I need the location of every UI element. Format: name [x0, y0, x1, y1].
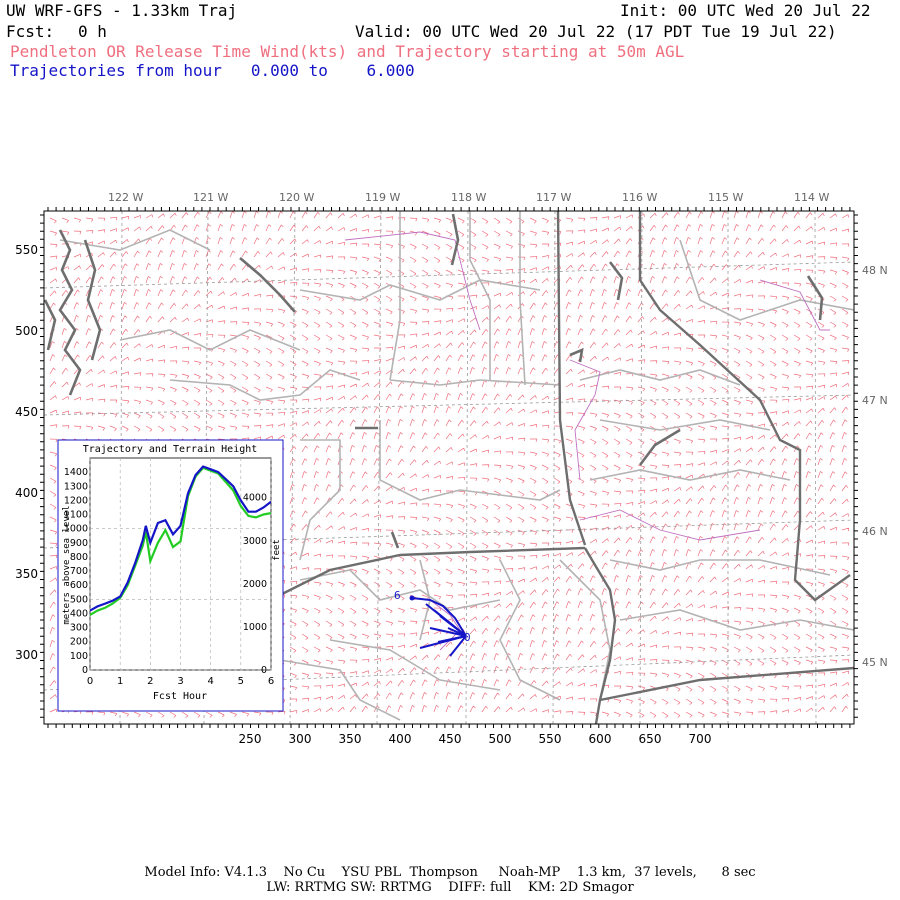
- map-title: UW WRF-GFS - 1.33km Traj: [6, 1, 238, 20]
- svg-text:400: 400: [15, 486, 38, 500]
- lon-label: 116 W: [622, 191, 657, 204]
- map-frame: [43, 210, 855, 725]
- traj-to: 6.000: [366, 61, 415, 80]
- inset-x-tick: 3: [177, 676, 183, 687]
- inset-y-tick: 800: [70, 552, 88, 563]
- inset-chart: Trajectory and Terrain Height 0100200300…: [57, 439, 284, 712]
- inset-series-line: [90, 465, 271, 612]
- inset-y2-tick: 4000: [243, 493, 267, 504]
- inset-y-tick: 1000: [64, 524, 88, 535]
- trajectory-end-label: 6: [394, 589, 401, 602]
- inset-y2-tick: 0: [261, 665, 267, 676]
- svg-text:500: 500: [489, 732, 512, 746]
- lat-label: 47 N: [862, 394, 888, 407]
- svg-text:250: 250: [239, 732, 262, 746]
- inset-y2-tick: 3000: [243, 536, 267, 547]
- lon-label: 119 W: [365, 191, 400, 204]
- lon-label: 114 W: [794, 191, 829, 204]
- inset-x-tick: 4: [208, 676, 214, 687]
- svg-text:300: 300: [15, 648, 38, 662]
- trajectory-range-label: Trajectories from hour 0.000 to 6.000: [10, 62, 415, 80]
- traj-from: 0.000: [250, 61, 299, 80]
- state-boundaries: [279, 211, 854, 724]
- inset-y-tick: 900: [70, 538, 88, 549]
- inset-y-tick: 600: [70, 580, 88, 591]
- inset-xlabel: Fcst Hour: [153, 691, 207, 702]
- inset-x-tick: 0: [87, 676, 93, 687]
- inset-x-tick: 5: [238, 676, 244, 687]
- init-time: Init: 00 UTC Wed 20 Jul 22: [620, 1, 871, 20]
- svg-text:450: 450: [15, 405, 38, 419]
- svg-text:350: 350: [339, 732, 362, 746]
- trajectory-start-label: 0: [464, 631, 471, 644]
- inset-y-tick: 500: [70, 594, 88, 605]
- inset-y-tick: 1100: [64, 510, 88, 521]
- inset-y2-ticks: 0 1000 2000 3000 4000: [243, 493, 267, 676]
- coastline-water: [44, 213, 824, 549]
- lon-label: 120 W: [279, 191, 314, 204]
- lon-label: 115 W: [708, 191, 743, 204]
- inset-ylabel: meters above sea level: [62, 505, 72, 624]
- inset-y-tick: 300: [70, 623, 88, 634]
- forecast-hour: 0 h: [78, 22, 107, 41]
- svg-text:400: 400: [389, 732, 412, 746]
- inset-y2label: feet: [272, 539, 282, 561]
- svg-text:450: 450: [439, 732, 462, 746]
- svg-text:500: 500: [15, 324, 38, 338]
- county-boundaries: [59, 211, 854, 721]
- grid-y-ticks: 550 500 450 400 350 300: [15, 243, 38, 662]
- svg-text:550: 550: [539, 732, 562, 746]
- trajectory-end-marker: [409, 595, 415, 601]
- lon-label: 121 W: [193, 191, 228, 204]
- valid-time: Valid: 00 UTC Wed 20 Jul 22 (17 PDT Tue …: [355, 22, 837, 41]
- svg-text:550: 550: [15, 243, 38, 257]
- svg-text:300: 300: [289, 732, 312, 746]
- lon-label: 117 W: [536, 191, 571, 204]
- model-info-line1: Model Info: V4.1.3 No Cu YSU PBL Thompso…: [144, 865, 756, 880]
- inset-y-tick: 200: [70, 637, 88, 648]
- inset-y-tick: 100: [70, 651, 88, 662]
- lat-label: 45 N: [862, 656, 888, 669]
- inset-y-tick: 400: [70, 609, 88, 620]
- frame-ticks: [40, 207, 858, 728]
- inset-y-ticks: 0 100 200 300 400 500 600 700 800 900 1000 1100 1200…: [64, 467, 88, 676]
- inset-frame: [57, 439, 284, 712]
- inset-y-tick: 1200: [64, 495, 88, 506]
- lat-label: 46 N: [862, 525, 888, 538]
- lat-label: 48 N: [862, 264, 888, 277]
- forecast-label: Fcst:: [6, 22, 55, 41]
- latitude-labels: 48 N 47 N 46 N 45 N: [862, 264, 888, 669]
- model-info-line2: LW: RRTMG SW: RRTMG DIFF: full KM: 2D Sm…: [266, 880, 634, 895]
- svg-text:350: 350: [15, 567, 38, 581]
- inset-x-ticks: 0 1 2 3 4 5 6: [87, 676, 274, 687]
- inset-grid: [89, 458, 272, 671]
- svg-text:650: 650: [639, 732, 662, 746]
- inset-y2-tick: 1000: [243, 622, 267, 633]
- lon-label: 118 W: [451, 191, 486, 204]
- grid-x-ticks: 250 300 350 400 450 500 550 600 650 700: [239, 732, 712, 746]
- lon-label: 122 W: [108, 191, 143, 204]
- svg-text:700: 700: [689, 732, 712, 746]
- wind-barbs-layer: [49, 211, 850, 718]
- traj-prefix: Trajectories from hour: [10, 61, 222, 80]
- inset-y-tick: 700: [70, 566, 88, 577]
- trajectory-paths: [411, 597, 467, 657]
- longitude-labels: 122 W 121 W 120 W 119 W 118 W 117 W 116 …: [108, 191, 829, 204]
- inset-x-tick: 6: [268, 676, 274, 687]
- inset-x-tick: 2: [147, 676, 153, 687]
- inset-title: Trajectory and Terrain Height: [83, 444, 258, 455]
- inset-y-tick: 1300: [64, 481, 88, 492]
- inset-x-tick: 1: [117, 676, 123, 687]
- svg-text:600: 600: [589, 732, 612, 746]
- inset-y2-tick: 2000: [243, 579, 267, 590]
- inset-y-tick: 1400: [64, 467, 88, 478]
- inset-series: [90, 465, 271, 616]
- rivers: [344, 231, 830, 651]
- inset-y-tick: 0: [82, 665, 88, 676]
- traj-to-word: to: [308, 61, 328, 80]
- map-subtitle: Pendleton OR Release Time Wind(kts) and …: [10, 42, 685, 61]
